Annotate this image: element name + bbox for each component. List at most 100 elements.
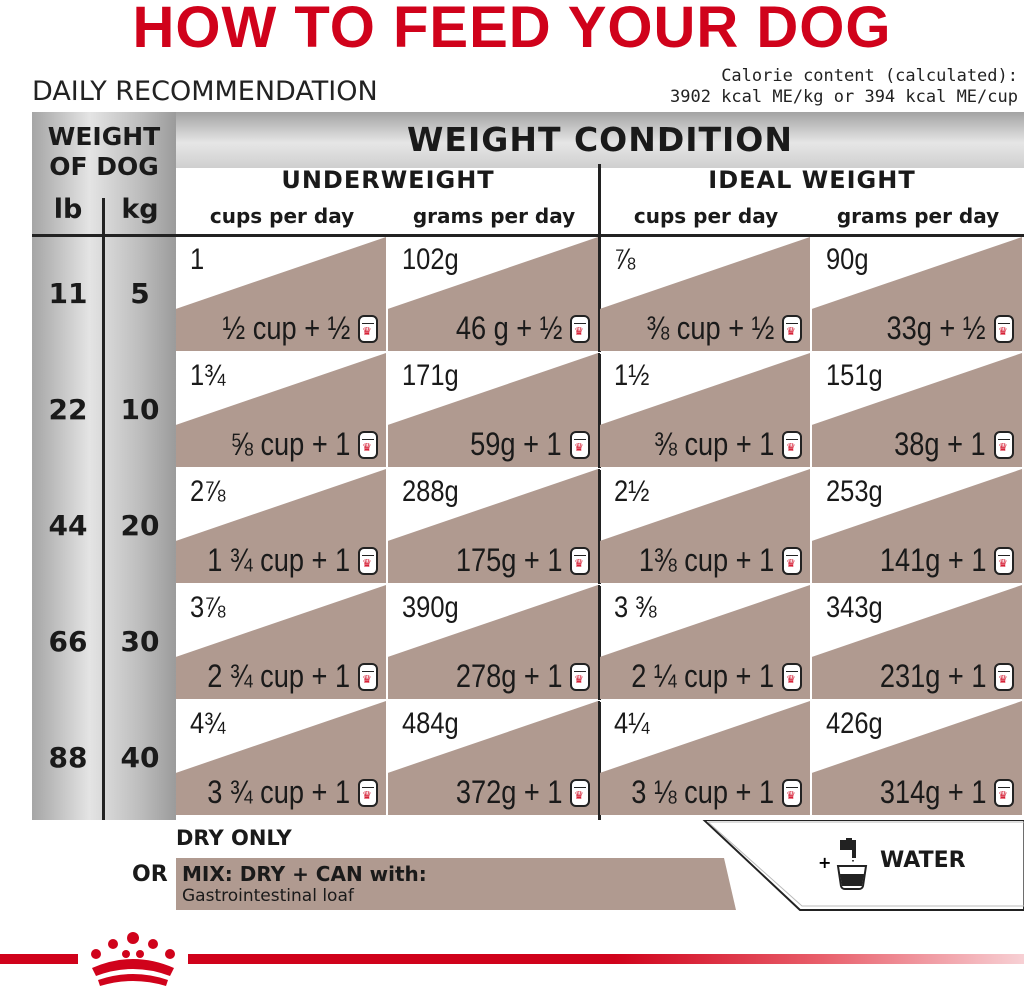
cell-mix-amount: 2 ¾ cup + 1 xyxy=(207,658,350,694)
row-lb: 88 xyxy=(48,741,88,774)
cell-mix-amount: ⅜ cup + ½ xyxy=(646,310,774,346)
row-divider xyxy=(176,468,1024,470)
cell-mix-amount: 372g + 1 xyxy=(455,774,562,810)
cell-mix-amount: 59g + 1 xyxy=(470,426,562,462)
royal-canin-crown-logo xyxy=(78,928,188,990)
water-tap-icon: + xyxy=(818,838,868,890)
kg-header: kg xyxy=(121,194,159,225)
feeding-cell: 288g 175g + 1 xyxy=(388,469,598,583)
cell-diagonal-shape xyxy=(388,469,598,583)
row-divider xyxy=(176,584,1024,586)
column-divider xyxy=(386,353,388,469)
can-icon xyxy=(570,315,590,343)
column-divider xyxy=(810,585,812,701)
column-divider xyxy=(598,237,600,353)
svg-text:+: + xyxy=(818,853,831,872)
cell-mix-amount: ⅝ cup + 1 xyxy=(229,426,350,462)
can-icon xyxy=(358,779,378,807)
mix-label: MIX: DRY + CAN with: xyxy=(182,862,427,886)
feeding-cell: 343g 231g + 1 xyxy=(812,585,1022,699)
row-kg: 30 xyxy=(120,625,160,658)
subheader-iw-grams: grams per day xyxy=(836,204,1000,228)
column-divider xyxy=(386,237,388,353)
feeding-cell: 102g 46 g + ½ xyxy=(388,237,598,351)
can-icon xyxy=(782,547,802,575)
column-divider xyxy=(386,469,388,585)
cell-mix-amount: 38g + 1 xyxy=(894,426,986,462)
column-divider xyxy=(598,353,600,469)
subheader-uw-grams: grams per day xyxy=(412,204,576,228)
can-icon xyxy=(782,663,802,691)
column-divider xyxy=(810,353,812,469)
dry-only-label: DRY ONLY xyxy=(176,826,292,850)
header-bottom-rule xyxy=(32,234,1024,237)
mix-box xyxy=(176,858,736,910)
page-title: HOW TO FEED YOUR DOG xyxy=(132,0,892,60)
feeding-cell: 3 ⅜ 2 ¼ cup + 1 xyxy=(600,585,810,699)
ideal-weight-header: IDEAL WEIGHT xyxy=(708,166,916,194)
cell-dry-amount: 484g xyxy=(402,707,459,740)
column-divider xyxy=(598,585,600,701)
cell-mix-amount: 175g + 1 xyxy=(455,542,562,578)
calorie-line-2: 3902 kcal ME/kg or 394 kcal ME/cup xyxy=(670,87,1018,107)
weight-condition-header-background xyxy=(176,112,1024,168)
feeding-cell: 1½ ⅜ cup + 1 xyxy=(600,353,810,467)
cell-dry-amount: 102g xyxy=(402,243,459,276)
cell-mix-amount: 1 ¾ cup + 1 xyxy=(207,542,350,578)
cell-mix-amount: ½ cup + ½ xyxy=(222,310,350,346)
cell-dry-amount: 1¾ xyxy=(190,359,226,392)
feeding-cell: 4¼ 3 ⅛ cup + 1 xyxy=(600,701,810,815)
water-label: WATER xyxy=(880,848,966,873)
can-icon xyxy=(994,663,1014,691)
cell-dry-amount: 426g xyxy=(826,707,883,740)
cell-dry-amount: 343g xyxy=(826,591,883,624)
can-icon xyxy=(782,315,802,343)
feeding-cell: 2½ 1⅜ cup + 1 xyxy=(600,469,810,583)
cell-diagonal-shape xyxy=(176,585,386,699)
cell-diagonal-shape xyxy=(176,237,386,351)
cell-dry-amount: 4¾ xyxy=(190,707,226,740)
mix-box-shape xyxy=(176,858,736,910)
cell-diagonal-shape xyxy=(812,237,1022,351)
feeding-cell: 151g 38g + 1 xyxy=(812,353,1022,467)
can-icon xyxy=(994,315,1014,343)
cell-diagonal-shape xyxy=(600,469,810,583)
row-lb: 22 xyxy=(48,393,88,426)
cell-dry-amount: 171g xyxy=(402,359,459,392)
column-divider xyxy=(598,701,600,817)
cell-dry-amount: 90g xyxy=(826,243,869,276)
feeding-cell: 253g 141g + 1 xyxy=(812,469,1022,583)
cell-mix-amount: 141g + 1 xyxy=(879,542,986,578)
column-divider xyxy=(386,585,388,701)
can-icon xyxy=(570,663,590,691)
can-icon xyxy=(358,547,378,575)
cell-diagonal-shape xyxy=(812,585,1022,699)
can-icon xyxy=(994,431,1014,459)
cell-diagonal-shape xyxy=(812,469,1022,583)
can-icon xyxy=(570,779,590,807)
calorie-line-1: Calorie content (calculated): xyxy=(721,66,1018,86)
cell-mix-amount: 1⅜ cup + 1 xyxy=(638,542,774,578)
can-icon xyxy=(570,431,590,459)
cell-mix-amount: 33g + ½ xyxy=(886,310,986,346)
cell-dry-amount: 1 xyxy=(190,243,205,276)
cell-mix-amount: 46 g + ½ xyxy=(455,310,562,346)
feeding-cell: 426g 314g + 1 xyxy=(812,701,1022,815)
row-kg: 10 xyxy=(120,393,160,426)
feeding-table: WEIGHT OF DOG lb kg WEIGHT CONDITION UND… xyxy=(32,112,1024,820)
cell-mix-amount: 231g + 1 xyxy=(879,658,986,694)
cell-mix-amount: ⅜ cup + 1 xyxy=(653,426,774,462)
cell-dry-amount: 2⅞ xyxy=(190,475,226,508)
cell-diagonal-shape xyxy=(600,585,810,699)
row-divider xyxy=(176,352,1024,354)
feeding-cell: 1¾ ⅝ cup + 1 xyxy=(176,353,386,467)
cell-diagonal-shape xyxy=(600,237,810,351)
daily-recommendation-heading: DAILY RECOMMENDATION xyxy=(32,76,378,107)
feeding-cell: 1 ½ cup + ½ xyxy=(176,237,386,351)
can-icon xyxy=(358,315,378,343)
subheader-uw-cups: cups per day xyxy=(209,204,355,228)
underweight-header: UNDERWEIGHT xyxy=(281,166,495,194)
or-label: OR xyxy=(132,862,168,887)
cell-dry-amount: 151g xyxy=(826,359,883,392)
column-divider xyxy=(598,469,600,585)
